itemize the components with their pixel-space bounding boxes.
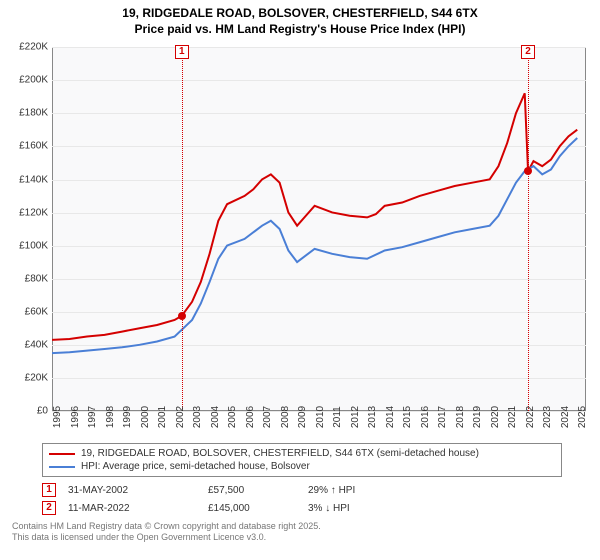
x-tick-label: 2001 [157,406,168,428]
footer-line1: Contains HM Land Registry data © Crown c… [12,521,588,532]
transaction-pct: 3% ↓ HPI [308,503,428,514]
y-tick-label: £100K [19,240,48,251]
legend-swatch-icon [49,466,75,468]
y-tick-label: £220K [19,42,48,53]
transaction-date: 11-MAR-2022 [68,503,208,514]
x-tick-label: 2022 [525,406,536,428]
x-tick-label: 2004 [210,406,221,428]
transaction-price: £57,500 [208,485,308,496]
x-tick-label: 2016 [420,406,431,428]
y-tick-label: £180K [19,108,48,119]
x-tick-label: 2009 [297,406,308,428]
y-tick-label: £0 [37,406,48,417]
title-line1: 19, RIDGEDALE ROAD, BOLSOVER, CHESTERFIE… [8,6,592,22]
x-tick-label: 2015 [402,406,413,428]
table-row: 2 11-MAR-2022 £145,000 3% ↓ HPI [42,499,562,517]
x-tick-label: 2014 [385,406,396,428]
y-tick-label: £60K [25,306,48,317]
transaction-pct: 29% ↑ HPI [308,485,428,496]
y-tick-label: £20K [25,373,48,384]
x-tick-label: 2002 [175,406,186,428]
marker-line [182,47,183,411]
x-tick-label: 2000 [140,406,151,428]
x-tick-label: 2010 [315,406,326,428]
x-tick-label: 1999 [122,406,133,428]
x-tick-label: 2020 [490,406,501,428]
x-tick-label: 2017 [437,406,448,428]
marker-dot-icon [524,167,532,175]
x-tick-label: 2003 [192,406,203,428]
y-axis: £0 £20K £40K £60K £80K £100K £120K £140K £160K £1… [8,41,52,417]
transactions-table: 1 31-MAY-2002 £57,500 29% ↑ HPI 2 11-MAR… [42,481,562,517]
x-tick-label: 2008 [280,406,291,428]
marker-dot-icon [178,312,186,320]
x-tick-label: 2006 [245,406,256,428]
marker-box-icon: 2 [521,45,535,59]
x-tick-label: 1995 [52,406,63,428]
footer-line2: This data is licensed under the Open Gov… [12,532,588,543]
y-tick-label: £120K [19,207,48,218]
legend-label: HPI: Average price, semi-detached house,… [81,461,310,472]
y-tick-label: £40K [25,340,48,351]
transaction-marker-icon: 1 [42,483,56,497]
transaction-marker-icon: 2 [42,501,56,515]
x-tick-label: 2011 [332,406,343,428]
marker-line [528,47,529,411]
x-tick-label: 2021 [507,406,518,428]
x-tick-label: 2024 [560,406,571,428]
legend-row: HPI: Average price, semi-detached house,… [49,460,555,473]
chart-title: 19, RIDGEDALE ROAD, BOLSOVER, CHESTERFIE… [8,6,592,37]
x-tick-label: 2005 [227,406,238,428]
x-tick-label: 2013 [367,406,378,428]
footer-attribution: Contains HM Land Registry data © Crown c… [12,521,588,544]
y-tick-label: £160K [19,141,48,152]
x-tick-label: 2023 [542,406,553,428]
x-tick-label: 2018 [455,406,466,428]
x-tick-label: 2012 [350,406,361,428]
legend-row: 19, RIDGEDALE ROAD, BOLSOVER, CHESTERFIE… [49,447,555,460]
y-tick-label: £80K [25,273,48,284]
y-tick-label: £140K [19,174,48,185]
transaction-price: £145,000 [208,503,308,514]
x-tick-label: 1998 [105,406,116,428]
x-tick-label: 1996 [70,406,81,428]
y-tick-label: £200K [19,75,48,86]
legend: 19, RIDGEDALE ROAD, BOLSOVER, CHESTERFIE… [42,443,562,477]
marker-box-icon: 1 [175,45,189,59]
legend-swatch-icon [49,453,75,455]
x-tick-label: 2025 [577,406,588,428]
legend-label: 19, RIDGEDALE ROAD, BOLSOVER, CHESTERFIE… [81,448,479,459]
transaction-date: 31-MAY-2002 [68,485,208,496]
x-axis: 1995199619971998199920002001200220032004… [52,413,586,439]
line-series-svg [52,47,586,411]
table-row: 1 31-MAY-2002 £57,500 29% ↑ HPI [42,481,562,499]
x-tick-label: 2007 [262,406,273,428]
x-tick-label: 1997 [87,406,98,428]
x-tick-label: 2019 [472,406,483,428]
series-line-hpi [52,138,577,353]
title-line2: Price paid vs. HM Land Registry's House … [8,22,592,38]
chart-area: £0 £20K £40K £60K £80K £100K £120K £140K £160K £1… [8,41,592,441]
